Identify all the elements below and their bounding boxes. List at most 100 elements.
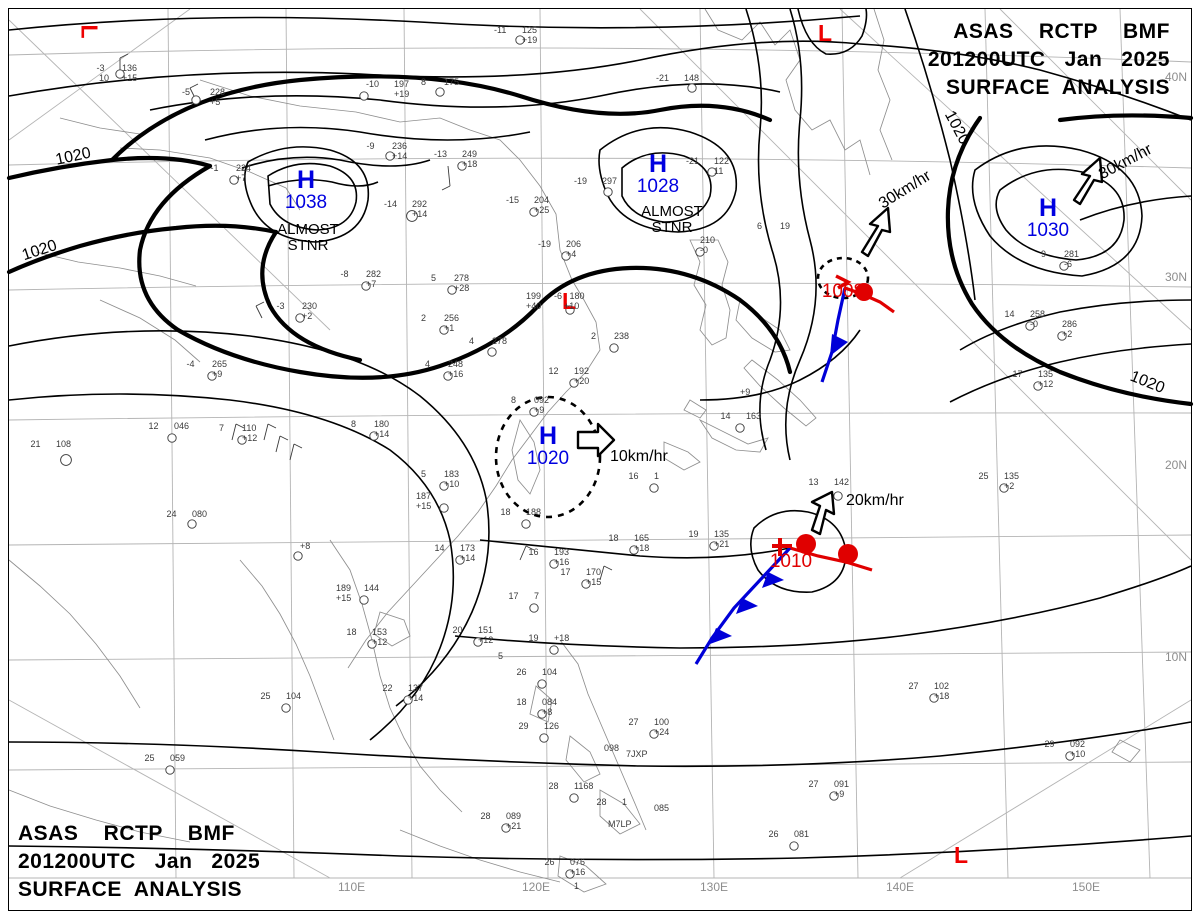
- station-pressure: 236 +14: [392, 141, 408, 161]
- station-temperature: -14: [384, 199, 398, 209]
- station-pressure: 126: [544, 721, 560, 731]
- lon-label-120e: 120E: [522, 880, 551, 894]
- weak-high-ellipse: [494, 395, 602, 519]
- station-pressure: 249 +18: [462, 149, 478, 169]
- station-pressure: 091 +9: [834, 779, 850, 799]
- station-temperature: -1: [210, 163, 219, 173]
- motion-arrow-10: [576, 422, 616, 458]
- station-pressure: 173 +14: [460, 543, 476, 563]
- station-pressure: 153 +12: [372, 627, 388, 647]
- station-temperature: 26: [768, 829, 779, 839]
- trough-marker-top: L: [818, 20, 833, 46]
- station-wind-barbs: [119, 53, 613, 581]
- pressure-center-high-1030: H 1030: [1010, 196, 1086, 241]
- station-temperature: 27: [908, 681, 919, 691]
- trough-marker-top-left: L: [76, 24, 103, 39]
- station-temperature: -15: [506, 195, 520, 205]
- station-pressure: 110 +12: [242, 423, 258, 443]
- station-temperature: 4: [425, 359, 431, 369]
- speed-label-10: 10km/hr: [610, 448, 668, 465]
- cold-front-barb-a: [762, 572, 784, 588]
- pressure-center-high-1020: H 1020: [510, 422, 586, 469]
- station-pressure: +8: [300, 541, 311, 551]
- station-temperature: 25: [978, 471, 989, 481]
- high-symbol: H: [648, 150, 668, 178]
- station-temperature: -3 10: [96, 63, 110, 83]
- station-pressure: 142: [834, 477, 850, 487]
- station-temperature: 12: [548, 366, 559, 376]
- station-pressure: 278: [492, 336, 508, 346]
- chart-frame: [8, 8, 1192, 911]
- station-temperature: 6: [757, 221, 763, 231]
- station-temperature: 21: [30, 439, 41, 449]
- station-pressure: 238: [614, 331, 630, 341]
- motion-arrows: [576, 156, 1104, 536]
- station-pressure: 192 +20: [574, 366, 590, 386]
- station-pressure: 144: [364, 583, 380, 593]
- station-pressure: 100 +24: [654, 717, 670, 737]
- footer-line-3: SURFACE ANALYSIS: [18, 878, 242, 901]
- cold-front-barb-b: [736, 598, 758, 614]
- station-temperature: 5: [431, 273, 437, 283]
- station-pressure: 204 +25: [534, 195, 550, 215]
- station-pressure: 248 +16: [448, 359, 464, 379]
- footer-line-2: 201200UTC Jan 2025: [18, 850, 261, 873]
- low-value: 1010: [769, 551, 813, 572]
- high-symbol: H: [538, 422, 558, 450]
- station-pressure: 163: [746, 411, 762, 421]
- station-pressure: 084 +8: [542, 697, 558, 717]
- isobars-bold: [6, 74, 1194, 407]
- high-value: 1038: [284, 192, 328, 213]
- station-temperature: 8: [511, 395, 517, 405]
- station-pressure: 089 +21: [506, 811, 522, 831]
- station-temperature: 26: [544, 857, 555, 867]
- station-pressure: 1168: [574, 781, 594, 791]
- station-pressure: 092 +9: [534, 395, 550, 415]
- station-temperature: 22: [382, 683, 393, 693]
- station-temperature: 29: [518, 721, 529, 731]
- station-pressure: 286 +2: [1062, 319, 1078, 339]
- station-temperature: 199 +40: [526, 291, 542, 311]
- front-system-l1008: [820, 274, 895, 383]
- station-pressure: 224 +7: [236, 163, 252, 183]
- speed-label-20: 20km/hr: [846, 492, 904, 509]
- station-pressure: 188: [526, 507, 542, 517]
- station-temperature: 25: [260, 691, 271, 701]
- station-temperature: 27: [808, 779, 819, 789]
- station-temperature: 14: [1004, 309, 1015, 319]
- station-temperature: 7: [219, 423, 225, 433]
- station-temperature: 5: [421, 469, 427, 479]
- station-temperature: 24: [166, 509, 177, 519]
- station-pressure: 206 +4: [566, 239, 582, 259]
- station-pressure: 278 +28: [454, 273, 470, 293]
- high-value: 1020: [526, 448, 570, 469]
- pressure-center-low-1008: 1008: [812, 282, 874, 301]
- station-pressure: 265 +9: [212, 359, 228, 379]
- footer-line-1: ASAS RCTP BMF: [18, 822, 235, 845]
- station-pressure: 258 -0: [1030, 309, 1046, 329]
- station-temperature: -19: [538, 239, 552, 249]
- motion-arrow-30a: [860, 206, 892, 258]
- station-temperature: 27: [628, 717, 639, 727]
- station-pressure: 19: [780, 221, 791, 231]
- station-pressure: 102 +18: [934, 681, 950, 701]
- occluded-hook: [835, 274, 852, 290]
- station-pressure: 1: [622, 797, 628, 807]
- cold-front-barb: [830, 334, 848, 356]
- station-temperature: 8: [351, 419, 357, 429]
- lat-label-30n: 30N: [1165, 270, 1188, 284]
- motion-arrow-30b: [1072, 156, 1104, 206]
- station-temperature: 12: [148, 421, 159, 431]
- station-pressure: 281 -6: [1064, 249, 1080, 269]
- station-temperature: 17: [1012, 369, 1023, 379]
- header-line-3: SURFACE ANALYSIS: [946, 76, 1170, 99]
- station-pressure: +9: [740, 387, 751, 397]
- station-pressure: 282 +7: [366, 269, 382, 289]
- station-temperature: 18: [516, 697, 527, 707]
- station-pressure: +18: [554, 633, 570, 643]
- station-temperature: 17: [508, 591, 519, 601]
- high-symbol: H: [296, 166, 316, 194]
- pressure-center-high-1028: H 1028: [620, 150, 696, 197]
- station-pressure: 098: [604, 743, 620, 753]
